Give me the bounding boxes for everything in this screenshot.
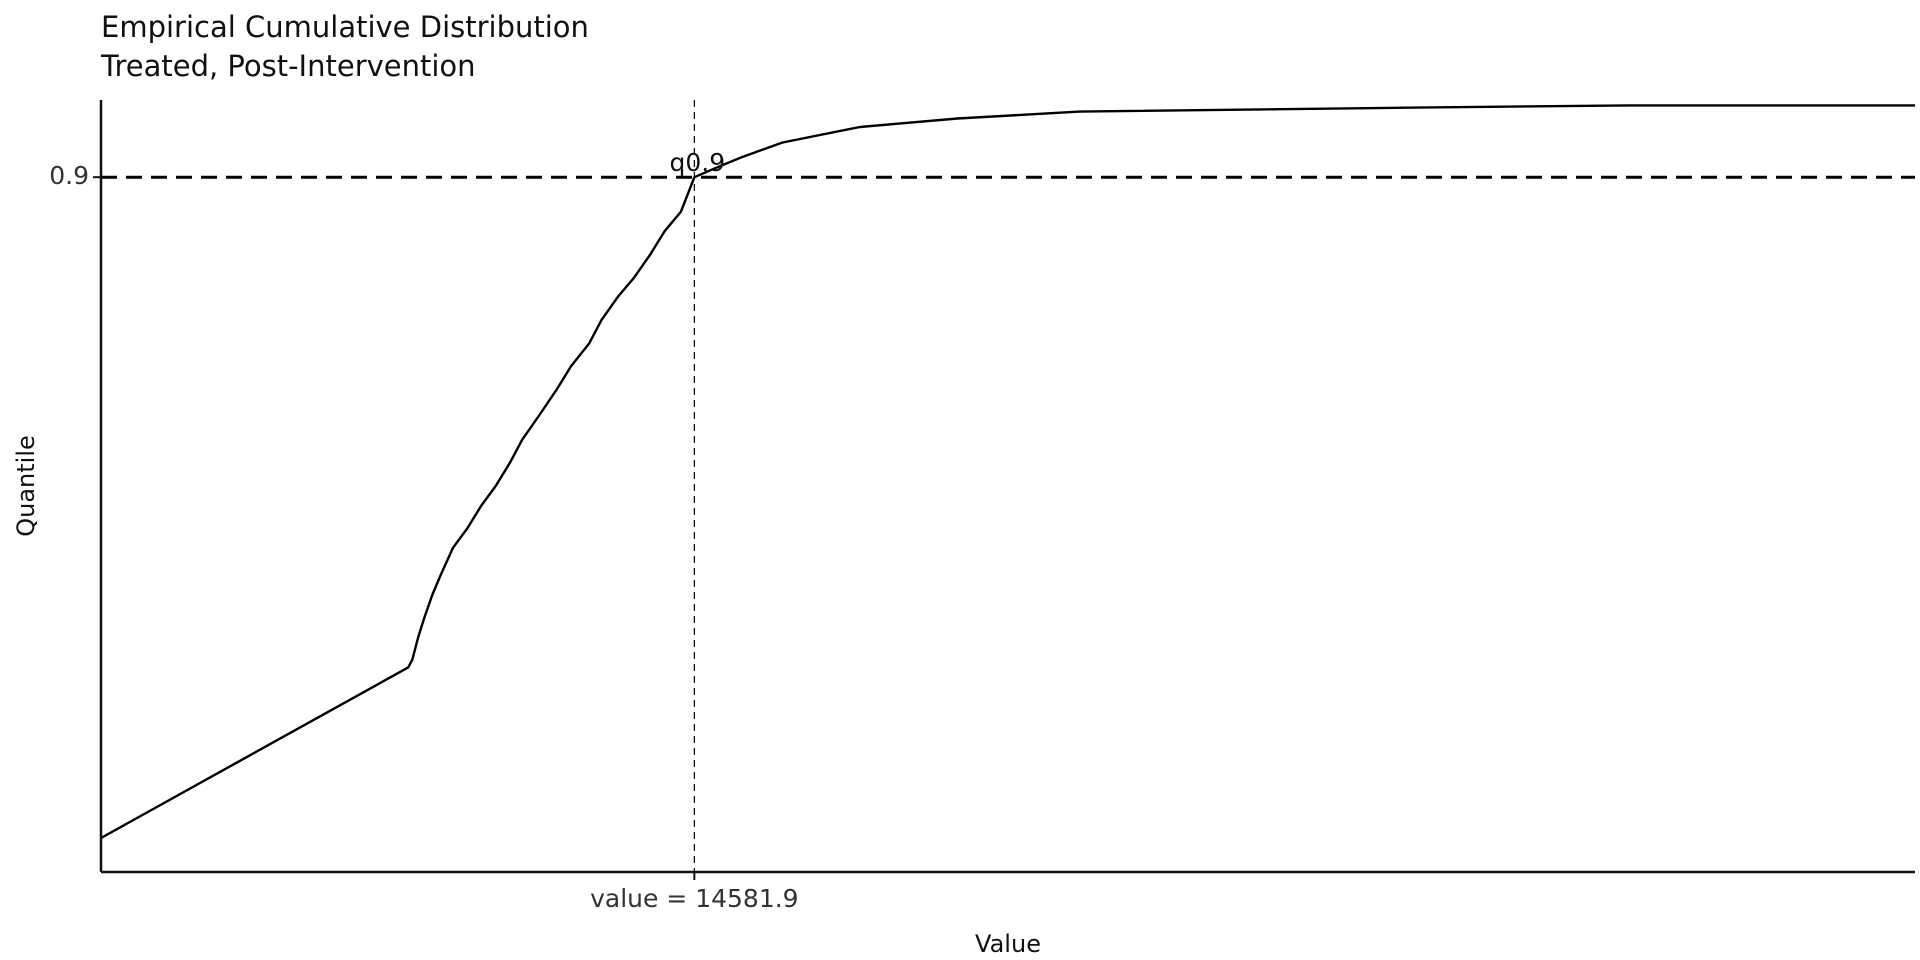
x-axis-label: Value	[975, 930, 1041, 958]
chart-title-block: Empirical Cumulative Distribution Treate…	[101, 8, 589, 86]
chart-subtitle: Treated, Post-Intervention	[101, 49, 476, 83]
chart-title: Empirical Cumulative Distribution	[101, 10, 589, 44]
y-axis-label: Quantile	[12, 435, 40, 537]
y-tick-label: 0.9	[49, 161, 89, 190]
q-annotation: q0.9	[670, 148, 726, 177]
ecdf-series-line-0	[100, 104, 1915, 840]
x-tick-label: value = 14581.9	[590, 884, 799, 913]
series-layer	[100, 104, 1915, 840]
